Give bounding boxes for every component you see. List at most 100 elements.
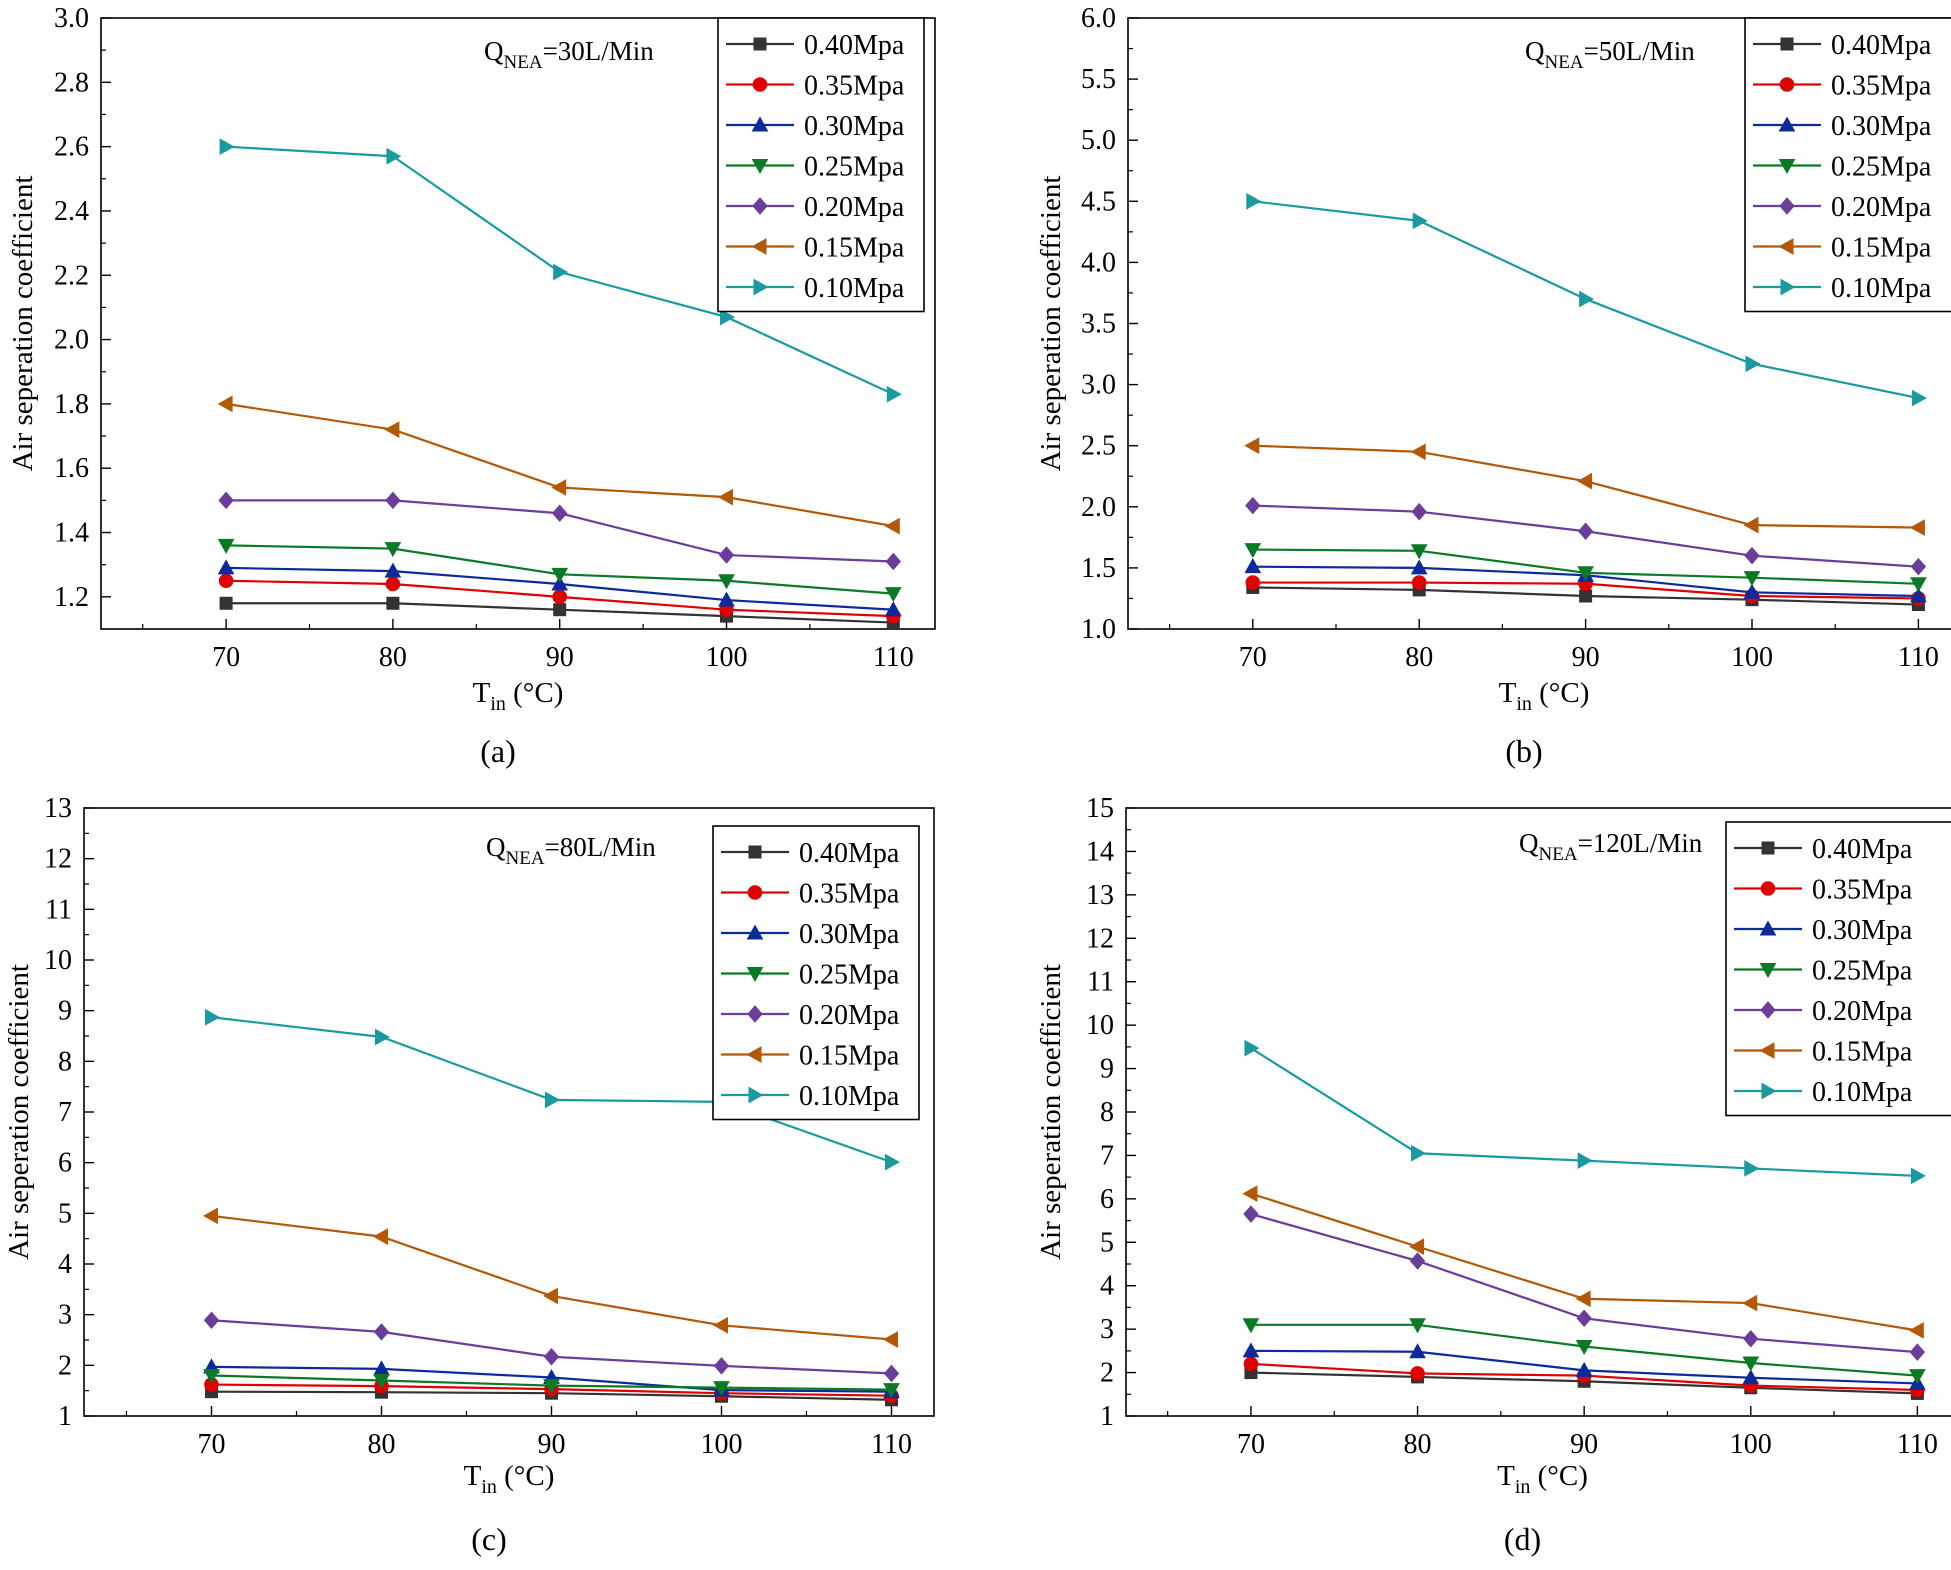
chart-panel-a: 1.2 1.4 1.6 1.8 2.0 2.2 2.4 2.6 2.8 3.0 70 80 90 100 1… xyxy=(0,0,975,782)
data-point-0.10Mpa-110 xyxy=(885,1153,901,1171)
flow-annotation-rest: =120L/Min xyxy=(1578,828,1703,858)
data-point-0.10Mpa-80 xyxy=(386,147,402,165)
data-point-0.35Mpa-80 xyxy=(1411,575,1427,590)
x-tick-label: 90 xyxy=(538,1429,566,1460)
legend-marker-0.30Mpa xyxy=(1778,116,1796,132)
series-line-0.15Mpa xyxy=(1252,444,1919,529)
y-tick-label: 6 xyxy=(58,1148,72,1179)
legend-label: 0.10Mpa xyxy=(804,273,905,304)
legend-label: 0.20Mpa xyxy=(1831,192,1932,223)
legend-marker-0.20Mpa xyxy=(752,197,768,215)
y-tick-label: 4 xyxy=(1100,1271,1114,1302)
flow-annotation: QNEA=50L/Min xyxy=(1525,36,1695,73)
data-point-0.25Mpa-110 xyxy=(1909,1369,1926,1385)
x-axis-label-sub: in xyxy=(1515,1476,1531,1498)
y-tick-label: 2.0 xyxy=(1081,492,1116,523)
data-point-0.30Mpa-70 xyxy=(1242,1342,1260,1358)
x-axis-label-main: T xyxy=(1497,1460,1515,1492)
legend-label: 0.30Mpa xyxy=(799,919,900,950)
data-point-0.20Mpa-80 xyxy=(385,491,401,510)
y-tick-label: 3 xyxy=(58,1300,72,1331)
data-point-0.20Mpa-80 xyxy=(373,1323,390,1341)
flow-annotation-main: Q xyxy=(484,36,504,66)
x-axis-label-main: T xyxy=(473,677,491,709)
legend-marker-0.30Mpa xyxy=(1759,920,1777,936)
y-tick-label: 2.5 xyxy=(1081,431,1116,462)
legend-label: 0.25Mpa xyxy=(799,960,900,991)
x-axis-label: Tin (°C) xyxy=(1499,677,1590,715)
data-point-0.20Mpa-80 xyxy=(1411,502,1427,521)
data-point-0.20Mpa-100 xyxy=(1743,1329,1759,1348)
legend-label: 0.25Mpa xyxy=(1831,152,1932,183)
legend-marker-0.15Mpa xyxy=(751,238,767,255)
y-tick-label: 1.0 xyxy=(1081,614,1116,645)
panel-caption: (c) xyxy=(471,1521,507,1557)
y-tick-label: 1.8 xyxy=(54,389,89,420)
x-tick-label: 90 xyxy=(1572,642,1600,673)
y-tick-label: 2.8 xyxy=(54,67,89,98)
x-tick-label: 110 xyxy=(1898,642,1939,673)
data-point-0.40Mpa-90 xyxy=(553,603,567,617)
legend-marker-0.35Mpa xyxy=(1760,881,1776,896)
x-tick-label: 70 xyxy=(212,642,240,673)
y-tick-label: 9 xyxy=(58,996,72,1027)
data-point-0.20Mpa-110 xyxy=(1909,1343,1926,1361)
flow-annotation: QNEA=30L/Min xyxy=(484,36,654,73)
y-tick-label: 1.6 xyxy=(54,453,89,484)
data-point-0.20Mpa-90 xyxy=(1577,522,1594,540)
x-axis-label-main: T xyxy=(1499,677,1517,709)
y-tick-label: 10 xyxy=(44,945,72,976)
data-point-0.25Mpa-90 xyxy=(1577,566,1594,582)
data-point-0.20Mpa-80 xyxy=(1409,1252,1426,1270)
data-point-0.30Mpa-80 xyxy=(384,562,402,578)
data-point-0.25Mpa-100 xyxy=(713,1381,730,1397)
x-tick-label: 100 xyxy=(1731,642,1773,673)
legend-marker-0.25Mpa xyxy=(1778,159,1796,175)
legend-label: 0.25Mpa xyxy=(804,152,905,183)
x-axis-label-sub: in xyxy=(481,1476,497,1498)
legend-marker-0.10Mpa xyxy=(748,1086,764,1104)
x-tick-label: 100 xyxy=(1730,1429,1772,1460)
data-point-0.10Mpa-110 xyxy=(1911,389,1927,407)
data-point-0.15Mpa-90 xyxy=(1577,472,1593,490)
legend-marker-0.15Mpa xyxy=(746,1046,762,1063)
data-point-0.35Mpa-70 xyxy=(1245,575,1261,590)
data-point-0.25Mpa-70 xyxy=(1242,1318,1260,1334)
data-point-0.10Mpa-110 xyxy=(1910,1167,1926,1185)
x-tick-label: 110 xyxy=(871,1429,912,1460)
data-point-0.35Mpa-80 xyxy=(1410,1366,1425,1381)
legend-marker-0.15Mpa xyxy=(1778,238,1794,255)
data-point-0.10Mpa-70 xyxy=(205,1008,221,1026)
y-tick-label: 14 xyxy=(1086,836,1114,867)
data-point-0.30Mpa-110 xyxy=(1910,587,1927,603)
data-point-0.10Mpa-80 xyxy=(1411,1144,1427,1162)
legend-label: 0.30Mpa xyxy=(1831,111,1932,142)
y-tick-label: 5.0 xyxy=(1081,125,1116,156)
data-point-0.15Mpa-110 xyxy=(1909,519,1925,536)
data-point-0.15Mpa-100 xyxy=(1743,516,1759,534)
data-point-0.10Mpa-90 xyxy=(1577,1152,1593,1169)
data-point-0.25Mpa-100 xyxy=(1743,571,1761,587)
data-point-0.10Mpa-90 xyxy=(553,263,569,281)
legend-label: 0.40Mpa xyxy=(804,30,905,61)
legend-label: 0.35Mpa xyxy=(799,879,900,910)
plot-frame xyxy=(100,17,936,630)
data-point-0.10Mpa-90 xyxy=(545,1091,561,1109)
data-point-0.20Mpa-90 xyxy=(543,1347,560,1366)
y-tick-label: 2.0 xyxy=(54,325,89,356)
y-tick-label: 1 xyxy=(1100,1401,1114,1432)
y-tick-label: 6.0 xyxy=(1081,3,1116,34)
data-point-0.10Mpa-70 xyxy=(1244,1039,1260,1057)
legend-marker-0.25Mpa xyxy=(751,159,769,175)
data-point-0.25Mpa-70 xyxy=(203,1368,220,1384)
legend-marker-0.30Mpa xyxy=(751,116,769,132)
legend-marker-0.40Mpa xyxy=(748,845,762,859)
chart-panel-d: 1 2 3 4 5 6 7 8 9 10 11 12 13 14 15 70 80 90 100 110 Tin (°C… xyxy=(1014,788,1951,1570)
data-point-0.25Mpa-90 xyxy=(543,1379,560,1395)
data-point-0.20Mpa-70 xyxy=(218,491,234,510)
legend-label: 0.10Mpa xyxy=(799,1081,900,1112)
y-tick-label: 10 xyxy=(1086,1010,1114,1041)
data-point-0.15Mpa-110 xyxy=(1908,1322,1924,1339)
